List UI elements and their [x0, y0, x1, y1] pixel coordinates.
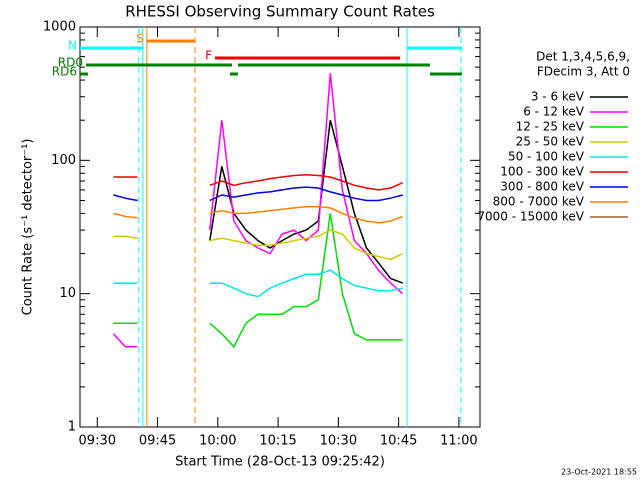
legend-label: 3 - 6 keV: [531, 90, 585, 104]
series-line: [113, 269, 403, 298]
x-tick-label: 09:45: [139, 434, 176, 449]
series-line: [209, 120, 403, 284]
x-tick-label: 10:45: [380, 434, 417, 449]
x-tick-label: 10:00: [199, 434, 236, 449]
x-tick-label: 11:00: [440, 434, 477, 449]
series-line: [112, 73, 404, 348]
legend-label: 6 - 12 keV: [523, 105, 585, 119]
legend-label: 100 - 300 keV: [500, 165, 584, 179]
legend-label: 12 - 25 keV: [516, 120, 585, 134]
series-line: [113, 173, 404, 191]
legend-label: 800 - 7000 keV: [493, 195, 585, 209]
y-tick-label: 100: [51, 153, 76, 168]
flag-label: RD6: [52, 65, 77, 79]
legend-label: 25 - 50 keV: [516, 135, 585, 149]
timestamp: 23-Oct-2021 18:55: [561, 468, 637, 477]
y-tick-label: 10: [59, 286, 76, 301]
y-tick-label: 1000: [43, 20, 76, 35]
x-axis-label: Start Time (28-Oct-13 09:25:42): [175, 455, 385, 470]
flag-label: N: [68, 39, 77, 53]
x-tick-label: 10:30: [320, 434, 357, 449]
plot-frame: [79, 26, 481, 428]
flag-label: F: [205, 49, 212, 63]
x-tick-label: 09:30: [79, 434, 116, 449]
legend-title: Det 1,3,4,5,6,9,: [536, 50, 630, 64]
legend-label: 300 - 800 keV: [500, 180, 584, 194]
series-line: [113, 186, 403, 202]
flag-label: RD0: [58, 56, 83, 70]
series-line: [113, 205, 403, 224]
chart-title: RHESSI Observing Summary Count Rates: [125, 3, 435, 21]
legend-title: FDecim 3, Att 0: [537, 65, 630, 79]
y-tick-label: 1: [68, 420, 76, 435]
series-line: [113, 229, 404, 261]
legend-label: 50 - 100 keV: [508, 150, 585, 164]
x-tick-label: 10:15: [259, 434, 296, 449]
flag-label: S: [136, 32, 144, 46]
series-line: [113, 213, 403, 348]
y-axis-label: Count Rate (s⁻¹ detector⁻¹): [21, 139, 36, 316]
legend-label: 7000 - 15000 keV: [477, 210, 584, 224]
